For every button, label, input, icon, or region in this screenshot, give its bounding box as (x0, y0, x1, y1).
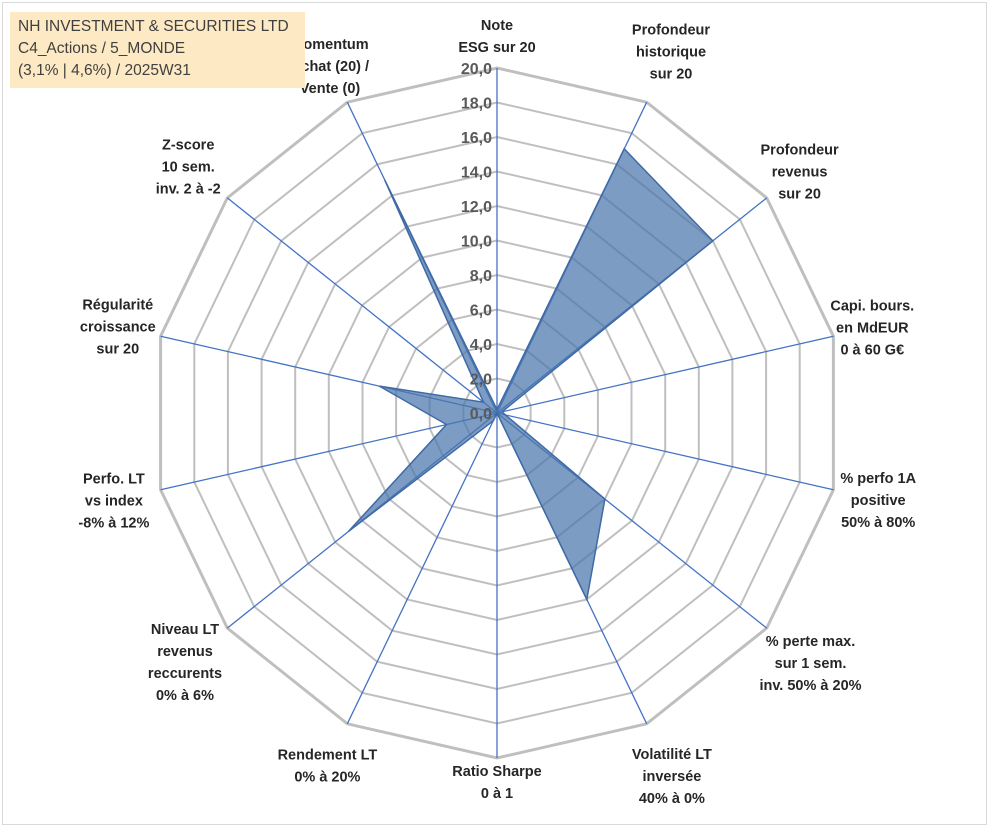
tick-label: 10,0 (461, 234, 492, 251)
axis-label-line: en MdEUR (836, 320, 909, 336)
axis-label-line: inv. 50% à 20% (759, 678, 861, 694)
axis-label-line: vs index (85, 494, 143, 510)
axis-label-line: inversée (642, 769, 701, 785)
axis-label: Capi. bours. en MdEUR 0 à 60 G€ (830, 298, 914, 358)
axis-label-line: 10 sem. (162, 160, 215, 176)
axis-label: Rendement LT 0% à 20% (278, 747, 378, 785)
axis-label-line: % perte max. (766, 634, 855, 650)
radar-series (348, 147, 714, 602)
axis-label-line: sur 1 sem. (775, 656, 847, 672)
axis-label-line: 0 à 1 (481, 786, 513, 802)
axis-label-line: -8% à 12% (78, 516, 149, 532)
axis-label: Z-score 10 sem. inv. 2 à -2 (156, 138, 221, 198)
axis-label-line: Profondeur (632, 23, 710, 39)
axis-label-line: 0% à 20% (294, 769, 360, 785)
axis-label-line: Achat (20) / (291, 59, 369, 75)
axis-spoke (346, 412, 498, 725)
axis-label-line: inv. 2 à -2 (156, 182, 221, 198)
tick-label: 18,0 (461, 96, 492, 113)
axis-spoke (496, 335, 834, 414)
axis-label: % perte max. sur 1 sem. inv. 50% à 20% (759, 634, 861, 694)
axis-label: Volatilité LT inversée 40% à 0% (632, 747, 712, 807)
axis-label-line: Volatilité LT (632, 747, 712, 763)
axis-label: Niveau LT revenus reccurents 0% à 6% (148, 622, 222, 704)
axis-spoke (226, 197, 498, 414)
period-line: (3,1% | 4,6%) / 2025W31 (18, 62, 191, 79)
axis-label-line: positive (851, 493, 906, 509)
axis-label-line: Z-score (162, 138, 214, 154)
axis-label-line: Perfo. LT (83, 472, 145, 488)
tick-label: 12,0 (461, 199, 492, 216)
radial-tick-labels: 0,0 2,0 4,0 6,0 8,0 10,0 12,0 14,0 16,0 18,0 20,0 (461, 61, 492, 423)
axis-label: % perfo 1A positive 50% à 80% (840, 471, 916, 531)
axis-label: Note ESG sur 20 (458, 18, 535, 56)
axis-label-line: revenus (772, 165, 828, 181)
axis-label-line: Vente (0) (300, 81, 361, 97)
info-box: NH INVESTMENT & SECURITIES LTD C4_Action… (10, 12, 305, 88)
axis-label-line: sur 20 (96, 341, 139, 357)
axis-label-line: Rendement LT (278, 747, 378, 763)
axis-label: Ratio Sharpe 0 à 1 (452, 764, 541, 802)
axis-label: Momentum Achat (20) / Vente (0) (291, 37, 369, 97)
axis-label-line: ESG sur 20 (458, 40, 535, 56)
axis-label-line: Ratio Sharpe (452, 764, 541, 780)
tick-label: 16,0 (461, 130, 492, 147)
axis-label-line: 0% à 6% (156, 688, 214, 704)
axis-label-line: historique (636, 45, 706, 61)
axis-label: Profondeur revenus sur 20 (761, 143, 839, 203)
company-name: NH INVESTMENT & SECURITIES LTD (18, 18, 289, 35)
axis-label-line: sur 20 (650, 67, 693, 83)
tick-label: 0,0 (470, 406, 492, 423)
axis-label-line: Niveau LT (151, 622, 219, 638)
axis-label-line: 0 à 60 G€ (840, 342, 904, 358)
axis-label-line: croissance (80, 319, 156, 335)
axis-labels: Note ESG sur 20 Profondeur historique sur 20… (78, 18, 916, 807)
axis-label-line: 40% à 0% (639, 791, 705, 807)
axis-spoke (496, 412, 834, 491)
axis-label: Régularité croissance sur 20 (80, 297, 156, 357)
axis-label-line: 50% à 80% (841, 515, 915, 531)
tick-label: 8,0 (470, 268, 492, 285)
axis-spoke (160, 412, 498, 491)
tick-label: 6,0 (470, 303, 492, 320)
tick-label: 20,0 (461, 61, 492, 78)
axis-label-line: sur 20 (778, 187, 821, 203)
series-area (348, 147, 714, 602)
axis-label-line: Note (481, 18, 513, 34)
tick-label: 14,0 (461, 165, 492, 182)
axis-label: Profondeur historique sur 20 (632, 23, 710, 83)
axis-label-line: Capi. bours. (830, 298, 914, 314)
axis-label-line: reccurents (148, 666, 222, 682)
axis-label-line: Profondeur (761, 143, 839, 159)
axis-label-line: revenus (157, 644, 213, 660)
tick-label: 4,0 (470, 337, 492, 354)
tick-label: 2,0 (470, 372, 492, 389)
axis-label-line: Régularité (82, 297, 153, 313)
axis-label-line: Momentum (291, 37, 368, 53)
category-line: C4_Actions / 5_MONDE (18, 40, 186, 57)
axis-label-line: % perfo 1A (840, 471, 916, 487)
axis-label: Perfo. LT vs index -8% à 12% (78, 472, 149, 532)
